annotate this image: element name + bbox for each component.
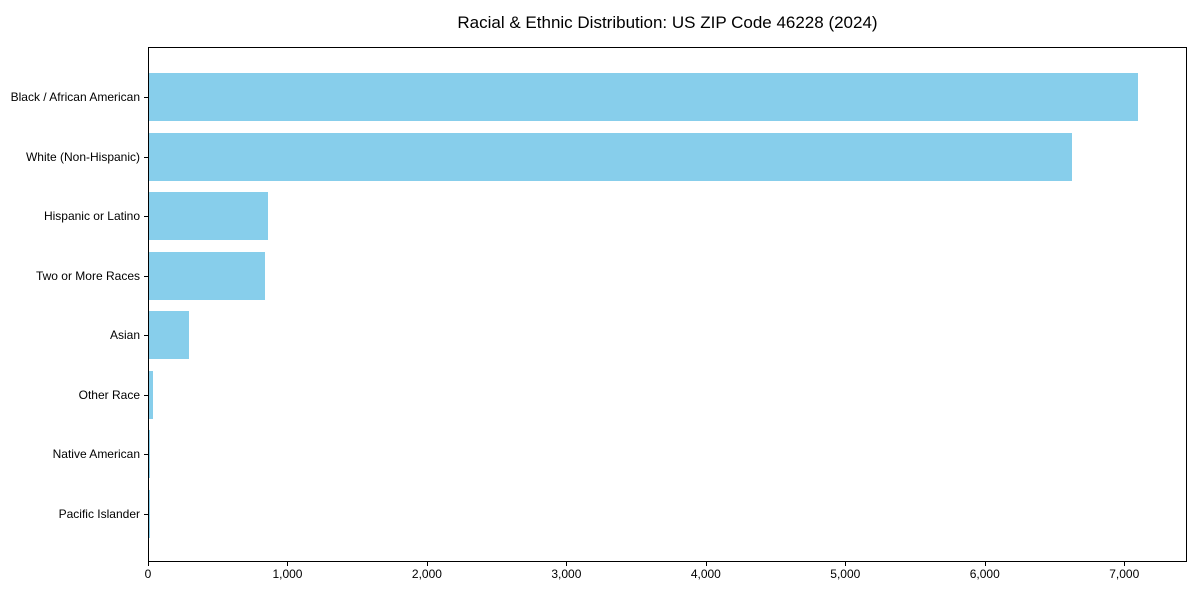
bar-other-race — [149, 370, 154, 419]
chart-title: Racial & Ethnic Distribution: US ZIP Cod… — [457, 13, 878, 32]
bar-native-american — [149, 430, 151, 478]
x-axis-tick — [426, 562, 428, 566]
y-axis-label: Two or More Races — [35, 268, 140, 283]
plot-area — [148, 47, 1187, 562]
x-axis-tick — [148, 562, 149, 566]
x-axis-tick — [566, 562, 568, 566]
y-axis-label: Hispanic or Latino — [43, 209, 140, 223]
y-axis-label: Other Race — [78, 387, 140, 402]
y-axis-label: White (Non-Hispanic) — [25, 149, 140, 164]
bar-black-african-american — [149, 73, 1138, 121]
y-axis-label: Black / African American — [10, 90, 140, 104]
x-axis-tick — [1124, 562, 1126, 566]
y-axis-tick — [144, 513, 148, 515]
x-axis-tick-label: 7,000 — [1109, 567, 1140, 581]
bar-asian — [149, 311, 189, 359]
y-axis-tick — [144, 394, 148, 396]
bar-two-or-more-races — [149, 251, 266, 300]
y-axis-label: Pacific Islander — [58, 506, 140, 521]
y-axis-tick — [144, 335, 148, 336]
x-axis-tick-label: 2,000 — [411, 567, 442, 581]
x-axis-tick — [287, 562, 289, 566]
y-axis-tick — [144, 97, 148, 98]
x-axis-tick — [845, 562, 847, 566]
y-axis-tick — [144, 275, 148, 277]
y-axis-tick — [144, 454, 148, 455]
bar-hispanic-or-latino — [149, 192, 269, 240]
x-axis-tick — [705, 562, 707, 566]
x-axis-tick-label: 4,000 — [690, 567, 721, 581]
x-axis-tick-label: 6,000 — [969, 567, 1000, 581]
y-axis-tick — [144, 156, 148, 158]
y-axis-label: Native American — [52, 447, 140, 461]
x-axis-tick-label: 1,000 — [272, 567, 303, 581]
x-axis-tick-label: 0 — [144, 567, 152, 581]
x-axis-tick-label: 3,000 — [551, 567, 582, 581]
y-axis-tick — [144, 216, 148, 217]
bar-white-non-hispanic — [149, 132, 1073, 181]
y-axis-label: Asian — [109, 328, 140, 342]
x-axis-tick — [984, 562, 986, 566]
x-axis-tick-label: 5,000 — [830, 567, 861, 581]
